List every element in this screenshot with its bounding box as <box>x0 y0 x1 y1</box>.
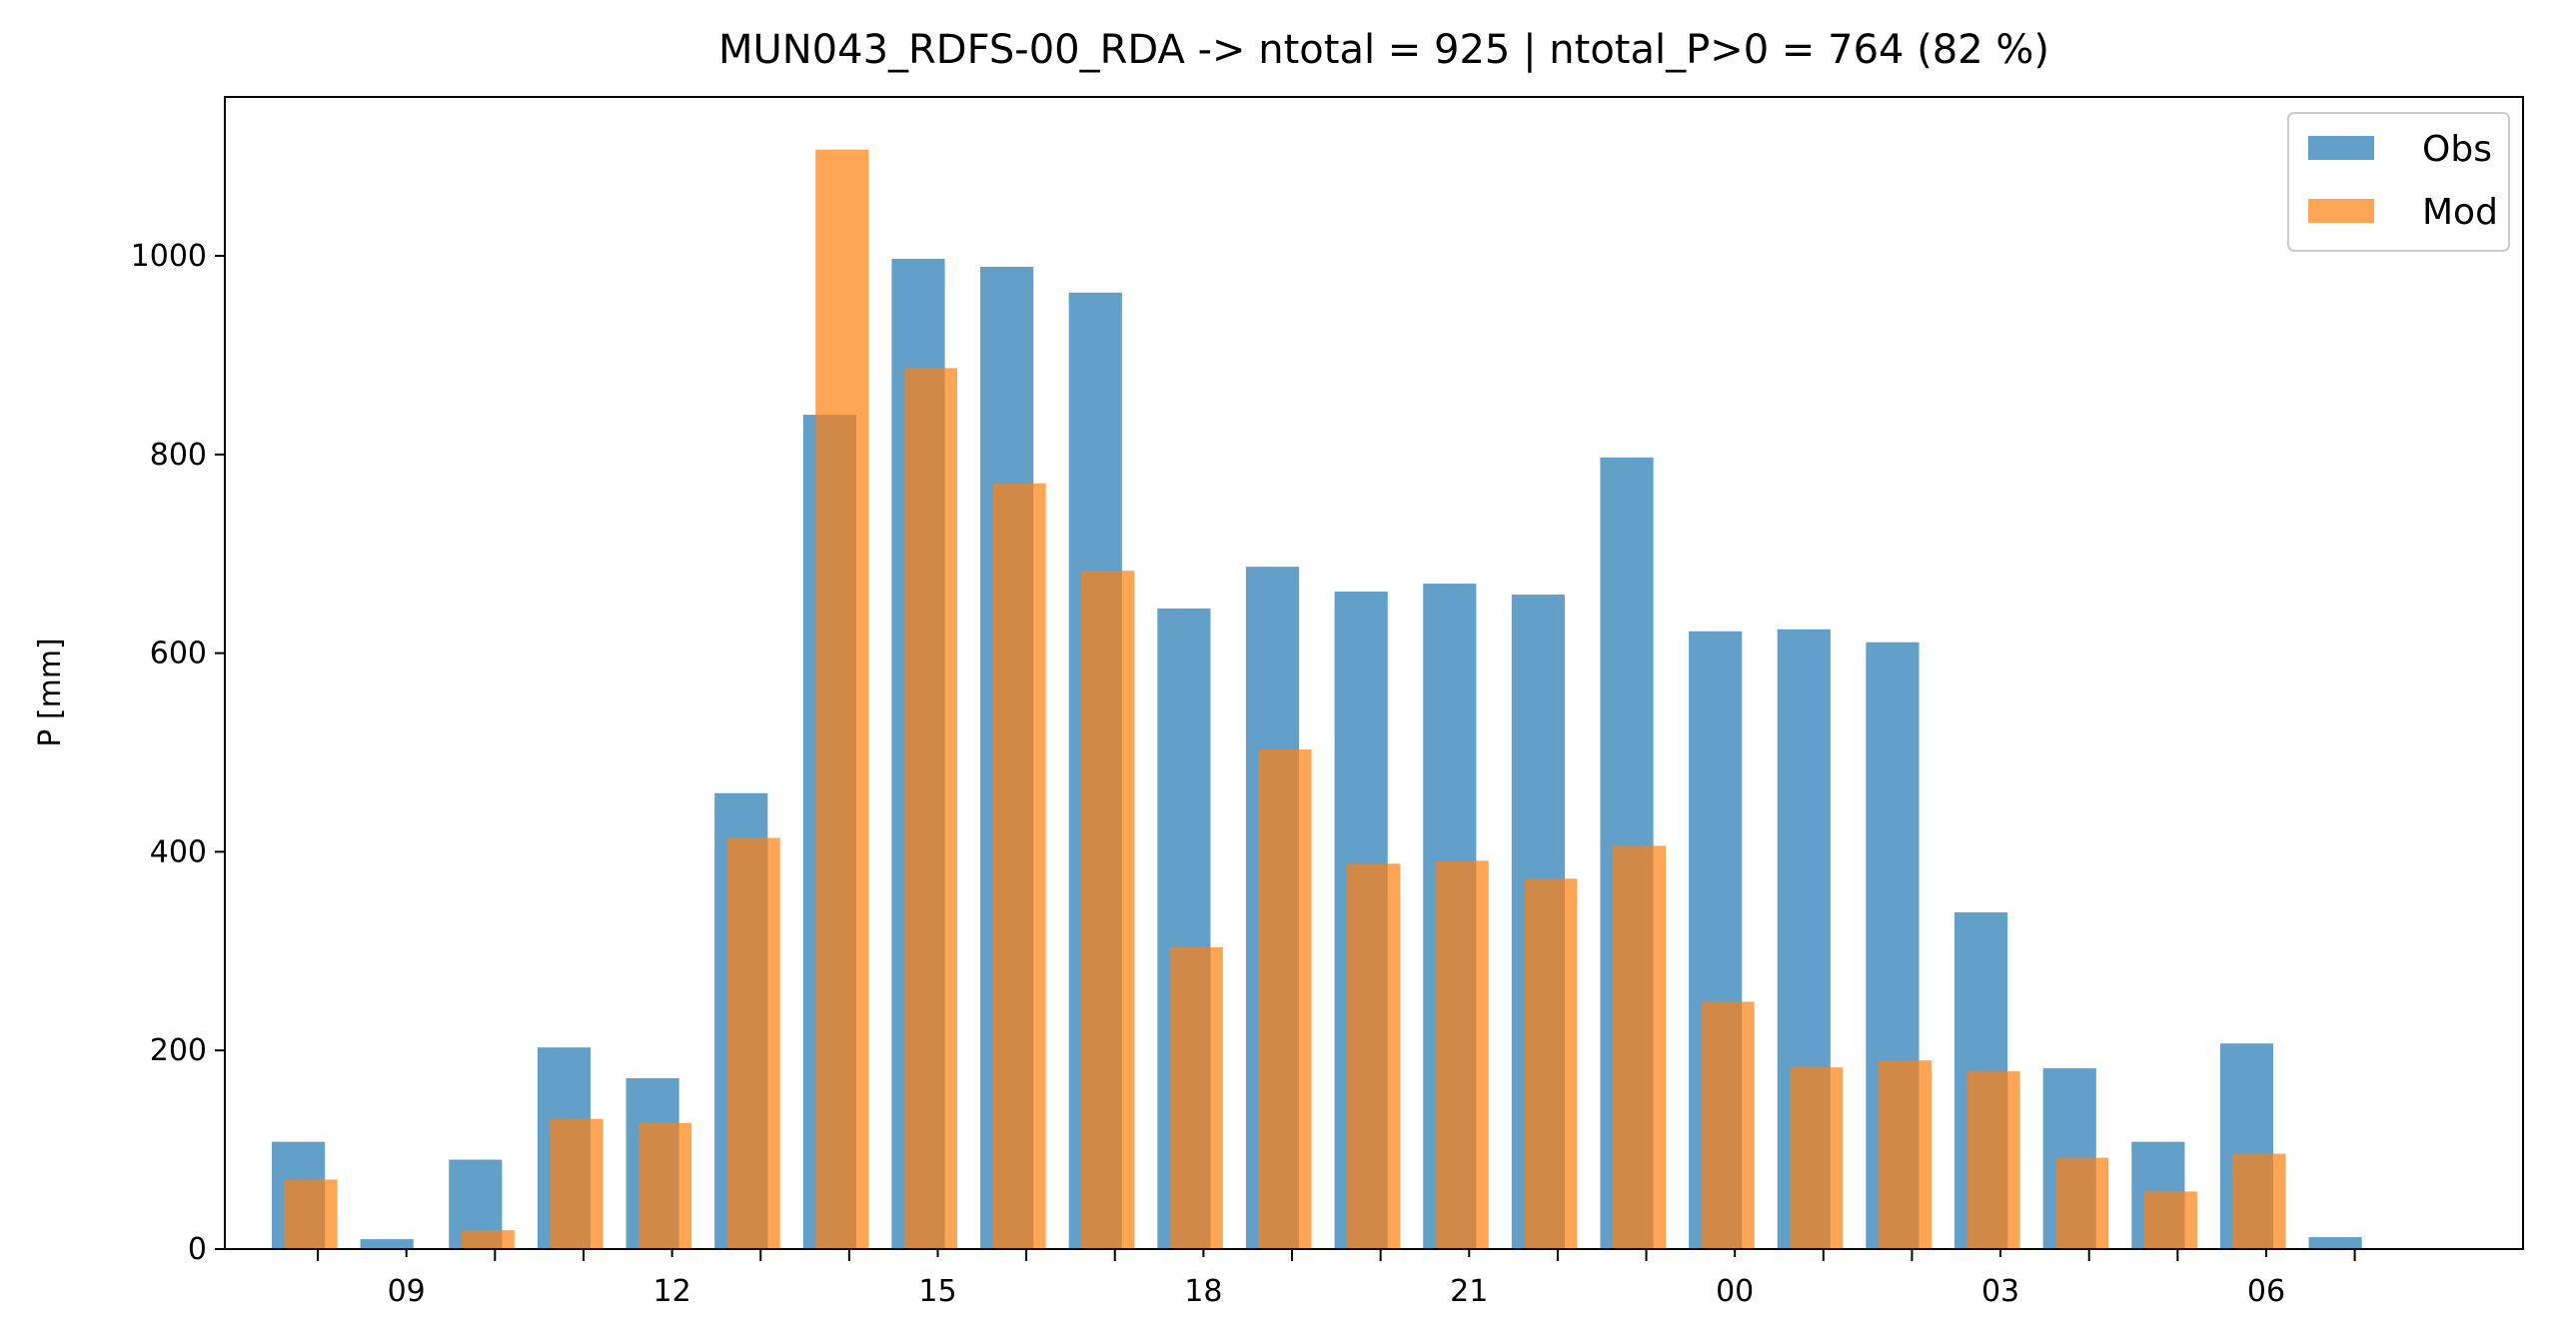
legend-swatch-mod <box>2308 199 2374 223</box>
bar-mod <box>2143 1191 2197 1249</box>
bar-mod <box>903 368 957 1250</box>
x-tick-label: 06 <box>2247 1274 2285 1309</box>
bar-mod <box>2232 1153 2286 1249</box>
y-tick-label: 200 <box>150 1033 207 1068</box>
x-tick-label: 03 <box>1981 1274 2019 1309</box>
bar-mod <box>1346 863 1401 1249</box>
y-tick-label: 0 <box>188 1232 207 1267</box>
bar-mod <box>2055 1157 2109 1249</box>
plot-frame <box>224 96 2524 1250</box>
x-tick-label: 15 <box>918 1274 956 1309</box>
bar-mod <box>1790 1067 1844 1249</box>
bar-obs <box>360 1239 414 1249</box>
bar-mod <box>1435 860 1489 1249</box>
bar-mod <box>1966 1071 2020 1249</box>
bar-obs <box>2308 1237 2362 1249</box>
bars-layer <box>271 149 2362 1250</box>
y-tick-label: 600 <box>150 637 207 671</box>
bar-mod <box>1878 1060 1932 1249</box>
bar-mod <box>992 483 1046 1249</box>
bar-mod <box>1701 1001 1755 1249</box>
x-axis: 09 12 15 18 21 00 03 06 <box>317 1249 2356 1309</box>
x-tick-label: 09 <box>388 1274 426 1309</box>
bar-mod <box>550 1118 604 1249</box>
bar-mod <box>284 1179 338 1249</box>
x-tick-label: 21 <box>1450 1274 1488 1309</box>
y-tick-label: 400 <box>150 834 207 869</box>
bar-mod <box>1612 845 1667 1249</box>
y-axis-label: P [mm] <box>33 638 68 746</box>
y-axis: 0 200 400 600 800 1000 <box>131 239 225 1267</box>
bar-mod <box>1258 749 1312 1249</box>
legend-label-mod: Mod <box>2422 192 2498 233</box>
legend-swatch-obs <box>2308 136 2374 160</box>
bar-mod <box>1169 946 1223 1249</box>
bar-mod <box>815 149 869 1250</box>
x-tick-label: 12 <box>652 1274 690 1309</box>
bar-mod <box>461 1230 515 1249</box>
y-tick-label: 800 <box>150 438 207 473</box>
bar-mod <box>1524 878 1578 1249</box>
x-tick-label: 00 <box>1716 1274 1754 1309</box>
bar-mod <box>638 1122 692 1249</box>
bar-mod <box>726 837 780 1249</box>
chart-title: MUN043_RDFS-00_RDA -> ntotal = 925 | nto… <box>718 27 2049 73</box>
y-tick-label: 1000 <box>131 239 207 274</box>
legend: Obs Mod <box>2287 112 2510 252</box>
x-tick-label: 18 <box>1184 1274 1222 1309</box>
bar-mod <box>1081 571 1135 1249</box>
legend-label-obs: Obs <box>2422 129 2492 170</box>
